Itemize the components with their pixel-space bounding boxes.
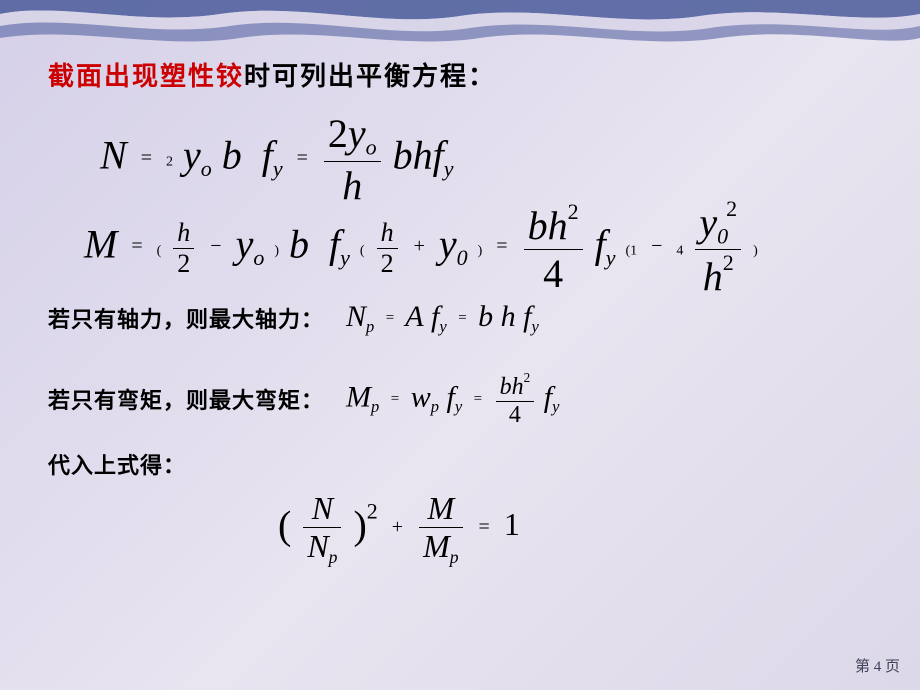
sub-o: o [201,156,212,181]
sym-N: N [100,133,127,178]
text-moment-only: 若只有弯矩，则最大弯矩： [48,383,338,415]
sym-h: h [413,133,433,178]
sym-f: f [262,133,273,178]
frac-y02-h2: y02 h2 [695,196,741,300]
title-line: 截面出现塑性铰时可列出平衡方程： [48,56,872,93]
equation-Np: Np = A fy = b h fy [346,300,539,337]
row-moment: 若只有弯矩，则最大弯矩： Mp = wp fy = bh2 4 fy [48,370,559,429]
op-eq: = [293,147,312,169]
content-area: 截面出现塑性铰时可列出平衡方程： [48,56,872,93]
sym-y: y [183,133,201,178]
op-eq: = [127,235,146,257]
title-red-part: 截面出现塑性铰 [48,62,244,91]
frac-N-Np: N Np [303,490,341,568]
sub-y: y [444,156,454,181]
num-2: 2 [166,155,173,170]
op-eq: = [137,147,156,169]
row-axial: 若只有轴力，则最大轴力： Np = A fy = b h fy [48,300,539,337]
sym-b: b [393,133,413,178]
frac-h2b: h 2 [377,218,398,279]
frac-bh2-4: bh2 4 [524,199,583,297]
frac-2yo-h: 2yo h [324,110,381,209]
sym-b: b [222,133,242,178]
frac-h2a: h 2 [173,218,194,279]
text-axial-only: 若只有轴力，则最大轴力： [48,302,338,334]
frac-bh2-4b: bh2 4 [496,370,535,429]
title-black-part: 时可列出平衡方程： [244,62,496,91]
equation-N: N = 2 yo b fy = 2yo h bhfy [100,110,454,209]
frac-M-Mp: M Mp [419,490,462,568]
text-substitute: 代入上式得： [48,448,186,480]
sym-M: M [84,221,117,266]
sub-y: y [273,156,283,181]
slide: 截面出现塑性铰时可列出平衡方程： N = 2 yo b fy = 2yo h b… [0,0,920,690]
decorative-wave-top [0,0,920,50]
equation-M: M = ( h 2 − yo ) b fy ( h 2 + y0 ) = bh2… [84,196,758,300]
equation-final: ( N Np )2 + M Mp = 1 [278,490,520,568]
sym-f: f [433,133,444,178]
equation-Mp: Mp = wp fy = bh2 4 fy [346,370,559,429]
page-number: 第 4 页 [855,655,900,676]
